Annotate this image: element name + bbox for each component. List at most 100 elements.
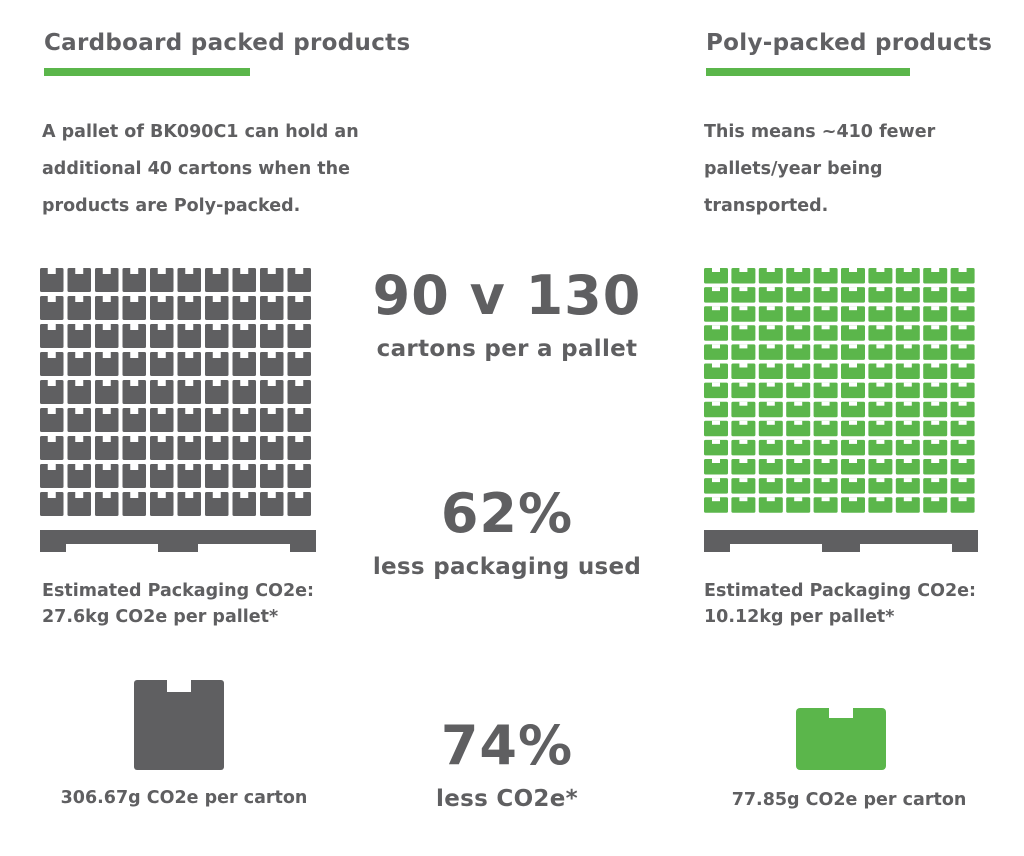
- pallet-box: [786, 325, 811, 341]
- pallet-box: [786, 420, 811, 437]
- pallet-box: [895, 306, 920, 322]
- pallet-box: [786, 401, 811, 418]
- pallet-box: [122, 436, 146, 460]
- pallet-box: [813, 478, 838, 494]
- pallet-box: [950, 325, 975, 341]
- pallet-box: [260, 296, 284, 320]
- pallet-box: [813, 497, 838, 513]
- pallet-box: [260, 436, 284, 460]
- pallet-box: [177, 268, 201, 292]
- pallet-box: [704, 344, 728, 360]
- pallet-box: [232, 380, 256, 404]
- pallet-box: [260, 268, 284, 292]
- pallet-box: [205, 464, 229, 488]
- pallet-box: [731, 459, 756, 475]
- right-heading: Poly-packed products: [706, 30, 993, 56]
- pallet-box: [758, 344, 783, 360]
- pallet-box: [122, 352, 146, 376]
- pallet-box: [704, 287, 728, 303]
- pallet-box: [868, 287, 893, 303]
- pallet-box: [232, 436, 256, 460]
- pallet-box: [731, 420, 756, 437]
- pallet-box: [868, 459, 893, 475]
- pallet-box: [177, 408, 201, 432]
- pallet-box: [122, 324, 146, 348]
- pallet-box: [95, 380, 119, 404]
- pallet-box: [260, 324, 284, 348]
- pallet-box: [841, 401, 865, 418]
- pallet-box: [841, 306, 865, 322]
- pallet-box: [67, 492, 91, 516]
- pallet-box: [841, 344, 865, 360]
- cartons-comparison-value: 90 v 130: [372, 264, 642, 327]
- pallet-box: [813, 459, 838, 475]
- pallet-box: [786, 439, 811, 456]
- pallet-box: [868, 325, 893, 341]
- pallet-box: [758, 325, 783, 341]
- pallet-box: [704, 420, 728, 437]
- pallet-box: [923, 439, 948, 456]
- pallet-box: [950, 401, 975, 418]
- pallet-box: [895, 439, 920, 456]
- pallet-box: [868, 344, 893, 360]
- pallet-box: [813, 420, 838, 437]
- pallet-box: [704, 268, 728, 284]
- pallet-box: [950, 287, 975, 303]
- pallet-box: [95, 464, 119, 488]
- left-heading-underline: [44, 68, 250, 76]
- pallet-box: [122, 268, 146, 292]
- pallet-box: [40, 492, 64, 516]
- pallet-box: [704, 382, 728, 399]
- pallet-box: [287, 464, 311, 488]
- pallet-box: [122, 408, 146, 432]
- co2-reduction-value: 74%: [440, 714, 574, 777]
- pallet-box: [232, 268, 256, 292]
- pallet-box: [40, 324, 64, 348]
- pallet-box: [731, 325, 756, 341]
- pallet-box: [95, 324, 119, 348]
- pallet-box: [40, 436, 64, 460]
- pallet-box: [923, 420, 948, 437]
- left-co2-line: 27.6kg CO2e per pallet*: [42, 607, 279, 627]
- pallet-box: [950, 439, 975, 456]
- pallet-box: [704, 439, 728, 456]
- pallet-box: [813, 382, 838, 399]
- pallet-box: [758, 439, 783, 456]
- pallet-box: [786, 344, 811, 360]
- pallet-box: [177, 324, 201, 348]
- pallet-box: [895, 420, 920, 437]
- pallet-box: [841, 363, 865, 379]
- pallet-box: [150, 352, 174, 376]
- pallet-box: [841, 325, 865, 341]
- pallet-box: [786, 306, 811, 322]
- pallet-box: [923, 459, 948, 475]
- pallet-box: [758, 287, 783, 303]
- pallet-box: [813, 306, 838, 322]
- pallet-box: [758, 497, 783, 513]
- pallet-box: [260, 380, 284, 404]
- right-co2-line: 10.12kg per pallet*: [704, 607, 895, 627]
- pallet-box: [232, 464, 256, 488]
- pallet-box: [67, 436, 91, 460]
- pallet-box: [232, 324, 256, 348]
- pallet-box: [731, 439, 756, 456]
- pallet-box: [260, 492, 284, 516]
- pallet-box: [150, 268, 174, 292]
- pallet-box: [731, 478, 756, 494]
- pallet-box: [758, 420, 783, 437]
- pallet-box: [287, 296, 311, 320]
- pallet-box: [704, 497, 728, 513]
- pallet-box: [868, 268, 893, 284]
- pallet-box: [150, 380, 174, 404]
- pallet-box: [150, 492, 174, 516]
- pallet-box: [868, 420, 893, 437]
- pallet-box: [40, 380, 64, 404]
- pallet-box: [923, 325, 948, 341]
- pallet-box: [40, 352, 64, 376]
- packaging-reduction-label: less packaging used: [372, 554, 642, 580]
- pallet-box: [67, 268, 91, 292]
- pallet-box: [40, 408, 64, 432]
- pallet-box: [205, 436, 229, 460]
- pallet-box: [731, 497, 756, 513]
- pallet-box: [786, 459, 811, 475]
